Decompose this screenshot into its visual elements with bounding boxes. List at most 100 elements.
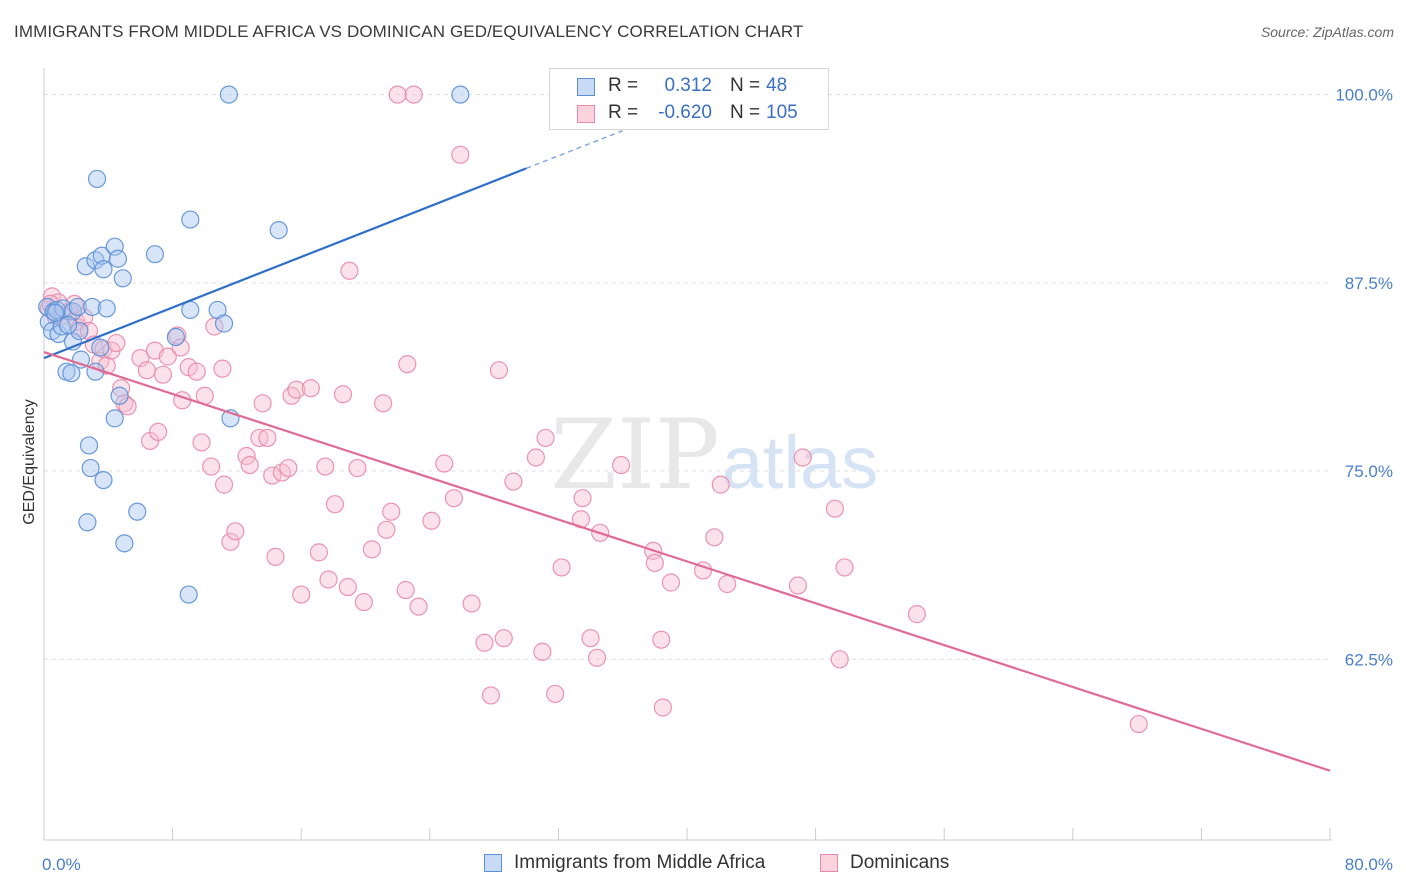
data-point — [835, 558, 854, 577]
data-point — [166, 327, 185, 347]
data-point — [110, 386, 129, 405]
y-tick-label: 75.0% — [1345, 462, 1393, 481]
bottom-legend-swatch-blue — [484, 854, 502, 872]
legend-r-value: 0.312 — [664, 75, 712, 96]
data-point — [47, 300, 66, 320]
legend-swatch-pink — [577, 105, 595, 123]
data-point — [653, 698, 672, 717]
data-point — [333, 385, 353, 404]
data-point — [435, 454, 454, 473]
data-point — [705, 528, 724, 547]
legend-r-label: R = — [608, 102, 639, 123]
legend-n-value: 105 — [766, 102, 798, 123]
data-point — [489, 361, 509, 380]
data-point — [128, 502, 147, 521]
data-point — [377, 520, 396, 539]
trend-lines — [43, 130, 1331, 772]
data-point — [76, 257, 95, 276]
legend-r-value: -0.620 — [658, 102, 712, 123]
gridlines — [44, 94, 1330, 660]
data-point — [113, 269, 132, 288]
data-point — [171, 338, 190, 357]
data-point — [398, 355, 417, 374]
data-point — [793, 448, 812, 467]
data-point — [581, 629, 600, 648]
data-point — [1129, 714, 1148, 734]
data-point — [145, 245, 165, 264]
x-tick-label: 80.0% — [1345, 855, 1393, 874]
data-point — [107, 333, 126, 353]
data-point — [149, 422, 168, 442]
data-point — [282, 386, 301, 405]
data-point — [788, 576, 808, 595]
data-point — [221, 532, 240, 551]
data-point — [422, 511, 441, 530]
tick-labels: 62.5% 75.0% 87.5% 100.0% 0.0% 80.0% — [42, 86, 1393, 874]
data-point — [316, 457, 335, 476]
data-point — [325, 495, 345, 514]
data-point — [240, 455, 259, 475]
data-point — [214, 475, 234, 494]
data-point — [202, 457, 221, 476]
legend-n-label: N = — [730, 75, 761, 96]
axes — [43, 68, 1332, 841]
data-point — [718, 574, 737, 594]
trend-line-dominicans — [43, 351, 1331, 772]
data-point — [362, 540, 382, 559]
data-point — [87, 169, 107, 189]
watermark-zip: ZIP — [550, 399, 719, 511]
data-point — [481, 686, 500, 705]
data-point — [253, 394, 272, 413]
data-point — [611, 455, 631, 475]
data-point — [830, 650, 849, 669]
data-point — [219, 85, 238, 104]
data-point — [907, 605, 926, 624]
data-point — [94, 470, 113, 490]
y-tick-label: 100.0% — [1335, 86, 1393, 105]
data-point — [546, 684, 565, 704]
data-point — [158, 347, 177, 366]
data-point — [279, 458, 298, 478]
data-point — [97, 299, 116, 318]
source-label: Source: ZipAtlas.com — [1260, 24, 1394, 40]
data-point — [504, 472, 523, 491]
data-point — [81, 458, 100, 478]
bottom-legend-label-blue: Immigrants from Middle Africa — [514, 852, 766, 873]
data-point — [68, 297, 87, 317]
legend-n-value: 48 — [766, 75, 788, 96]
data-point — [409, 597, 428, 616]
data-point — [462, 594, 481, 613]
data-point — [526, 448, 545, 467]
data-point — [105, 237, 124, 256]
data-point — [153, 365, 173, 384]
watermark-atlas: atlas — [722, 421, 878, 504]
data-point — [652, 630, 671, 649]
data-point — [269, 221, 288, 240]
watermark: ZIP atlas — [550, 399, 878, 511]
data-point — [62, 364, 81, 383]
data-point — [214, 314, 234, 333]
data-point — [79, 436, 99, 455]
trend-line-middle-africa-extension — [525, 130, 623, 170]
y-tick-label: 87.5% — [1345, 274, 1393, 293]
data-point — [354, 592, 373, 612]
data-point — [388, 85, 407, 104]
data-point — [59, 315, 78, 335]
data-point — [451, 85, 470, 104]
bottom-legend-swatch-pink — [820, 854, 838, 872]
legend-swatch-blue — [577, 78, 595, 96]
data-point — [105, 409, 124, 428]
legend-row-blue: R = 0.312 N = 48 — [550, 75, 828, 99]
data-point — [115, 534, 134, 553]
data-point — [348, 458, 367, 478]
data-point — [83, 297, 102, 317]
legend-n-label: N = — [730, 102, 761, 123]
y-tick-label: 62.5% — [1345, 650, 1393, 669]
data-point — [444, 489, 464, 508]
data-point — [137, 361, 156, 380]
chart-title: IMMIGRANTS FROM MIDDLE AFRICA VS DOMINIC… — [14, 22, 804, 41]
data-point — [226, 522, 245, 541]
data-point — [70, 321, 89, 341]
data-point — [94, 260, 113, 279]
data-point — [292, 585, 311, 604]
